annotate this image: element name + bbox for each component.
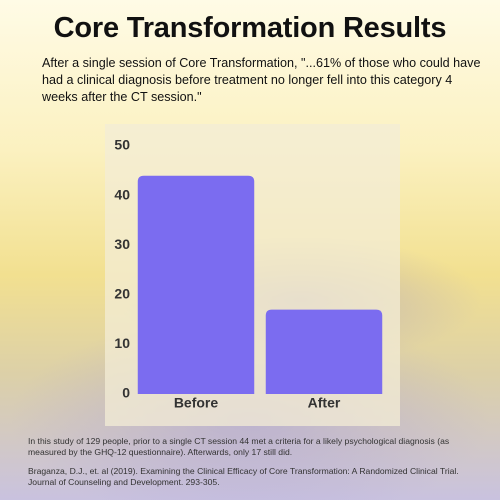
- y-tick-label: 0: [122, 385, 130, 401]
- y-tick-label: 20: [114, 286, 130, 302]
- subtitle: After a single session of Core Transform…: [42, 56, 481, 104]
- title: Core Transformation Results: [53, 12, 447, 44]
- y-tick-label: 30: [114, 236, 130, 252]
- citation: Braganza, D.J., et. al (2019). Examining…: [28, 466, 459, 487]
- y-tick-label: 40: [114, 186, 130, 202]
- bar: [137, 175, 255, 394]
- bar: [265, 309, 383, 394]
- x-tick-label: Before: [174, 395, 219, 411]
- y-tick-label: 50: [114, 137, 130, 153]
- x-tick-label: After: [308, 395, 341, 411]
- footnote: In this study of 129 people, prior to a …: [28, 436, 450, 457]
- y-tick-label: 10: [114, 335, 130, 351]
